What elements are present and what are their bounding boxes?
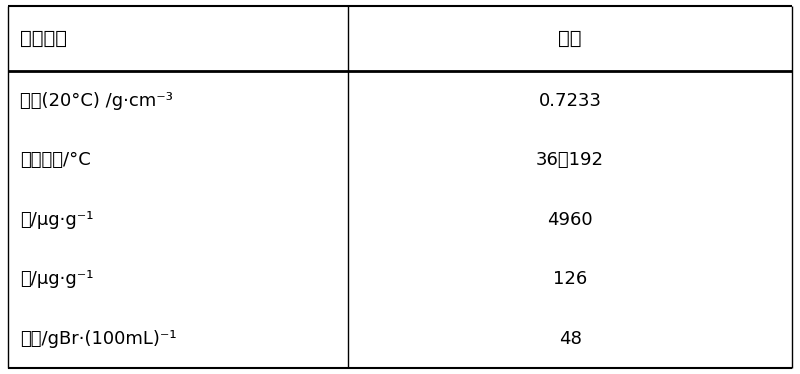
Text: 4960: 4960 [547, 211, 593, 229]
Text: 溴价/gBr·(100mL)⁻¹: 溴价/gBr·(100mL)⁻¹ [20, 329, 177, 348]
Text: 36～192: 36～192 [536, 151, 604, 169]
Text: 126: 126 [553, 270, 587, 288]
Text: 0.7233: 0.7233 [538, 92, 602, 110]
Text: 48: 48 [558, 329, 582, 348]
Text: 氮/μg·g⁻¹: 氮/μg·g⁻¹ [20, 270, 94, 288]
Text: 原料: 原料 [558, 29, 582, 48]
Text: 馏程范围/°C: 馏程范围/°C [20, 151, 90, 169]
Text: 油品性质: 油品性质 [20, 29, 67, 48]
Text: 硫/μg·g⁻¹: 硫/μg·g⁻¹ [20, 211, 94, 229]
Text: 密度(20°C) /g·cm⁻³: 密度(20°C) /g·cm⁻³ [20, 92, 173, 110]
